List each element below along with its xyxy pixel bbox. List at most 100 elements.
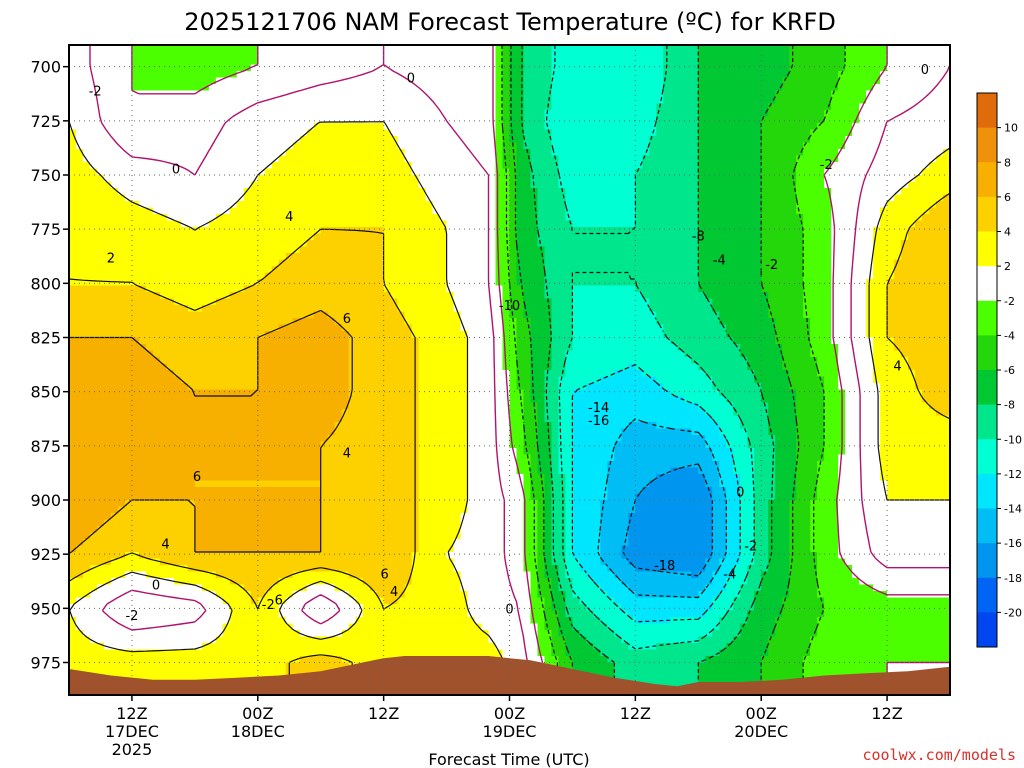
field-cell xyxy=(936,45,944,53)
field-cell xyxy=(89,240,98,248)
field-cell xyxy=(124,175,133,183)
field-cell xyxy=(418,266,427,274)
field-cell xyxy=(810,194,818,202)
field-cell xyxy=(579,116,588,124)
field-cell xyxy=(558,194,567,202)
field-cell xyxy=(453,285,462,293)
field-cell xyxy=(544,279,553,287)
field-cell xyxy=(453,110,462,118)
field-cell xyxy=(635,272,643,280)
field-cell xyxy=(691,214,699,222)
field-cell xyxy=(124,298,133,306)
field-cell xyxy=(201,240,210,248)
field-cell xyxy=(901,84,909,92)
field-cell xyxy=(859,51,867,59)
field-cell xyxy=(691,58,699,66)
field-cell xyxy=(390,155,399,163)
field-cell xyxy=(383,110,392,118)
field-cell xyxy=(586,58,594,66)
field-cell xyxy=(649,201,657,209)
field-cell xyxy=(152,240,161,248)
field-cell xyxy=(383,90,392,98)
field-cell xyxy=(649,110,657,118)
field-cell xyxy=(775,253,783,261)
field-cell xyxy=(768,142,776,150)
field-cell xyxy=(852,162,860,170)
field-cell xyxy=(460,292,469,300)
field-cell xyxy=(75,259,84,267)
field-cell xyxy=(327,64,336,72)
field-cell xyxy=(845,279,853,287)
field-cell xyxy=(103,207,112,215)
field-cell xyxy=(677,51,685,59)
field-cell xyxy=(705,136,713,144)
field-cell xyxy=(614,58,622,66)
field-cell xyxy=(306,129,315,137)
field-cell xyxy=(201,103,210,111)
field-cell xyxy=(82,253,91,261)
field-cell xyxy=(698,246,706,254)
field-cell xyxy=(166,194,175,202)
field-cell xyxy=(362,103,371,111)
field-cell xyxy=(488,162,497,170)
field-cell xyxy=(334,51,343,59)
field-cell xyxy=(320,162,329,170)
field-cell xyxy=(803,58,811,66)
field-cell xyxy=(411,240,420,248)
field-cell xyxy=(768,123,776,131)
field-cell xyxy=(649,207,657,215)
field-cell xyxy=(187,188,196,196)
field-cell xyxy=(537,214,546,222)
field-cell xyxy=(663,272,671,280)
field-cell xyxy=(96,110,105,118)
field-cell xyxy=(285,110,294,118)
field-cell xyxy=(383,272,392,280)
field-cell xyxy=(390,142,399,150)
field-cell xyxy=(222,58,231,66)
field-cell xyxy=(313,201,322,209)
field-cell xyxy=(69,116,77,124)
field-cell xyxy=(901,220,909,228)
field-cell xyxy=(670,142,678,150)
field-cell xyxy=(103,97,112,105)
field-cell xyxy=(215,194,224,202)
field-cell xyxy=(831,272,839,280)
field-cell xyxy=(670,266,678,274)
field-cell xyxy=(894,136,902,144)
field-cell xyxy=(922,279,930,287)
field-cell xyxy=(824,214,832,222)
field-cell xyxy=(901,162,909,170)
field-cell xyxy=(355,201,364,209)
field-cell xyxy=(915,155,923,163)
field-cell xyxy=(320,279,329,287)
field-cell xyxy=(600,110,608,118)
field-cell xyxy=(488,233,497,241)
field-cell xyxy=(824,64,832,72)
field-cell xyxy=(922,51,930,59)
field-cell xyxy=(292,90,301,98)
field-cell xyxy=(446,77,455,85)
field-cell xyxy=(306,227,315,235)
field-cell xyxy=(117,149,126,157)
field-cell xyxy=(236,71,245,79)
field-cell xyxy=(264,175,273,183)
field-cell xyxy=(845,240,853,248)
field-cell xyxy=(607,149,615,157)
field-cell xyxy=(397,162,406,170)
field-cell xyxy=(327,214,336,222)
field-cell xyxy=(313,116,322,124)
field-cell xyxy=(69,285,77,293)
field-cell xyxy=(859,240,867,248)
field-cell xyxy=(334,253,343,261)
field-cell xyxy=(418,246,427,254)
field-cell xyxy=(509,116,518,124)
field-cell xyxy=(565,64,574,72)
field-cell xyxy=(453,162,462,170)
field-cell xyxy=(278,194,287,202)
field-cell xyxy=(453,142,462,150)
field-cell xyxy=(593,240,601,248)
field-cell xyxy=(201,181,210,189)
field-cell xyxy=(292,181,301,189)
field-cell xyxy=(705,246,713,254)
field-cell xyxy=(908,194,916,202)
